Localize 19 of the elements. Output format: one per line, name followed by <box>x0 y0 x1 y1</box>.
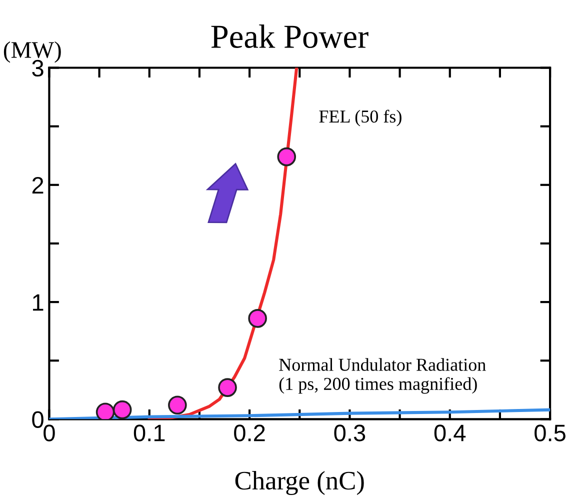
x-tick-label: 0 <box>44 424 55 442</box>
annotation: Normal Undulator Radiation (1 ps, 200 times magnified) <box>279 358 486 394</box>
point <box>218 378 237 397</box>
chart-title: Peak Power <box>211 24 368 48</box>
x-tick-label: 0.1 <box>134 424 165 442</box>
x-axis-title: Charge (nC) <box>235 471 364 496</box>
x-tick-label: 0.3 <box>334 424 366 442</box>
point <box>248 309 267 328</box>
point <box>112 400 132 420</box>
y-tick-label: 0 <box>32 411 44 428</box>
point <box>96 402 115 420</box>
x-tick-label: 0.2 <box>234 424 265 442</box>
annotation: FEL (50 fs) <box>319 110 402 126</box>
y-tick-label: 2 <box>32 176 44 194</box>
x-tick-label: 0.4 <box>434 424 466 442</box>
y-tick-label: 1 <box>33 294 44 311</box>
point <box>277 147 296 166</box>
x-tick-label: 0.5 <box>534 424 566 442</box>
point <box>168 396 187 415</box>
